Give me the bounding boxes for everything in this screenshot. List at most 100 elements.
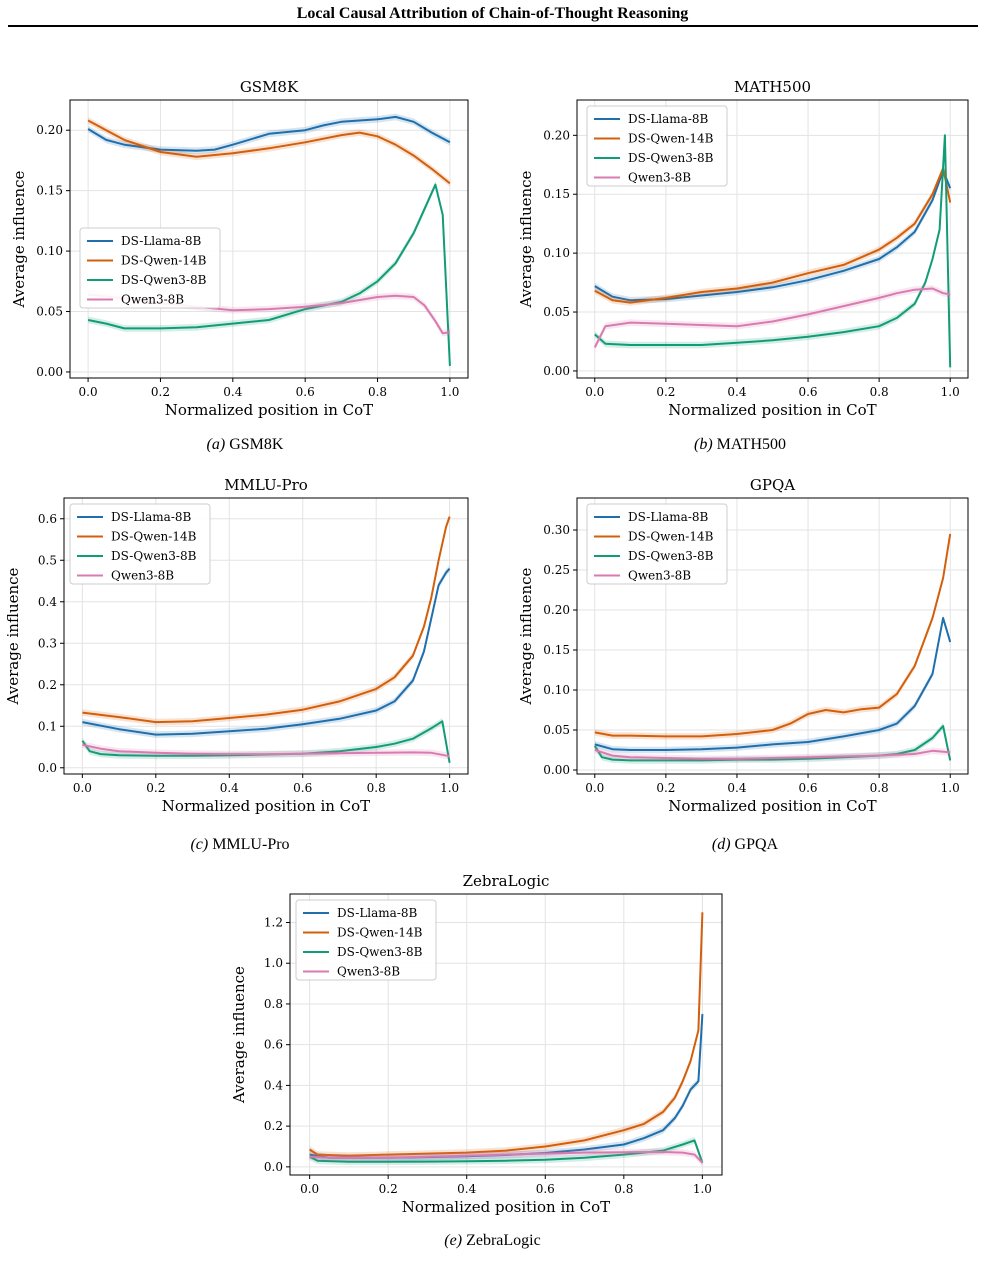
y-tick-label: 0.30 [543,523,570,537]
header-rule [8,25,978,27]
x-tick-label: 0.0 [585,385,604,399]
caption-label: (b) [694,436,713,453]
x-tick-label: 1.0 [440,781,459,795]
y-tick-label: 0.2 [38,678,57,692]
series-line-qwen3-8b [82,743,450,758]
chart-title: MATH500 [734,78,811,96]
x-tick-label: 0.6 [798,385,817,399]
x-axis-label: Normalized position in CoT [162,797,370,815]
plot-frame [289,893,723,1176]
legend-label: Qwen3-8B [628,569,691,583]
axis-ticks: 0.0 0.2 0.4 0.6 0.8 1.0 0.0 0.2 0.4 0.6 0.8 1.0 1.2 [264,916,712,1196]
x-tick-label: 0.2 [146,781,165,795]
plot-frame [576,497,969,775]
caption-text: MATH500 [716,436,786,453]
series-band-ds-qwen3-8b [594,722,951,764]
legend-label: DS-Llama-8B [628,112,709,126]
series-line-ds-llama-8b [594,169,952,302]
y-tick-label: 0.6 [264,1038,283,1052]
y-axis-label: Average influence [230,966,248,1104]
legend: DS-Llama-8B DS-Qwen-14B DS-Qwen3-8B Qwen3-8… [79,227,221,309]
caption-text: MMLU-Pro [212,836,290,853]
y-tick-label: 0.05 [543,723,570,737]
panel-gpqa: 0.0 0.2 0.4 0.6 0.8 1.0 0.00 0.05 0.10 0.15 0.20 0.… [495,468,985,858]
chart-math500: 0.0 0.2 0.4 0.6 0.8 1.0 0.00 0.05 0.10 0.15 0.20 MA… [517,78,969,419]
legend-label: DS-Qwen-14B [111,530,197,544]
panel-zebralogic: 0.0 0.2 0.4 0.6 0.8 1.0 0.0 0.2 0.4 0.6 0.8 1.0 1.2 Z… [230,868,740,1258]
plot-frame [63,497,469,775]
legend: DS-Llama-8B DS-Qwen-14B DS-Qwen3-8B Qwen3-8… [295,899,437,981]
chart-title: GSM8K [240,78,299,96]
x-tick-label: 1.0 [941,781,960,795]
chart-title: GPQA [750,476,795,494]
series-group [593,132,952,371]
chart-title: MMLU-Pro [224,476,308,494]
series-band-qwen3-8b [82,741,450,760]
y-tick-label: 0.15 [543,187,570,201]
y-tick-label: 0.00 [36,365,63,379]
x-tick-label: 1.0 [440,385,459,399]
y-axis-label: Average influence [4,567,22,705]
y-tick-label: 0.6 [38,512,57,526]
series-line-ds-qwen3-8b [87,183,451,366]
series-group [309,909,704,1167]
legend-label: DS-Llama-8B [337,906,418,920]
legend: DS-Llama-8B DS-Qwen-14B DS-Qwen3-8B Qwen3-8… [69,503,211,585]
legend-label: Qwen3-8B [628,171,691,185]
y-axis-label: Average influence [517,567,535,705]
plot-frame [576,99,969,379]
caption-label: (a) [206,436,226,453]
y-tick-label: 0.05 [543,305,570,319]
axis-ticks: 0.0 0.2 0.4 0.6 0.8 1.0 0.00 0.05 0.10 0.15 0.20 [543,128,959,399]
series-line-ds-qwen-14b [594,533,952,738]
x-tick-label: 0.4 [220,781,239,795]
x-tick-label: 1.0 [941,385,960,399]
legend-label: DS-Qwen3-8B [337,945,423,959]
x-axis-label: Normalized position in CoT [668,797,876,815]
axis-ticks: 0.0 0.2 0.4 0.6 0.8 1.0 0.00 0.05 0.10 0.15 0.20 0.… [543,523,959,795]
legend-label: DS-Llama-8B [628,510,709,524]
legend-box [586,105,728,187]
legend-label: Qwen3-8B [337,965,400,979]
x-tick-label: 0.2 [151,385,170,399]
caption-label: (d) [711,836,731,853]
y-tick-label: 0.2 [264,1119,283,1133]
caption-mmlu-pro: (c) MMLU-Pro [0,836,480,854]
series-line-ds-qwen3-8b [593,725,952,762]
x-tick-label: 0.0 [300,1182,319,1196]
y-tick-label: 0.0 [264,1160,283,1174]
y-tick-label: 1.2 [264,916,283,930]
y-tick-label: 0.10 [36,244,63,258]
legend-label: Qwen3-8B [121,293,184,307]
legend-box [79,227,221,309]
y-tick-label: 0.5 [38,553,57,567]
series-band-ds-qwen3-8b [594,132,951,371]
series-line-ds-qwen-14b [594,167,952,304]
chart-gpqa: 0.0 0.2 0.4 0.6 0.8 1.0 0.00 0.05 0.10 0.15 0.20 0.… [517,476,969,815]
legend-label: DS-Llama-8B [121,234,202,248]
legend-label: DS-Qwen3-8B [628,151,714,165]
caption-gsm8k: (a) GSM8K [0,436,490,454]
caption-text: GSM8K [229,436,284,453]
x-tick-label: 0.4 [223,385,242,399]
x-tick-label: 0.2 [379,1182,398,1196]
legend-box [586,503,728,585]
legend: DS-Llama-8B DS-Qwen-14B DS-Qwen3-8B Qwen3-8… [586,105,728,187]
series-line-qwen3-8b [594,749,951,760]
chart-mmlu-pro: 0.0 0.2 0.4 0.6 0.8 1.0 0.0 0.1 0.2 0.3 0.4 0.5 0.6 M… [4,476,469,815]
panel-math500: 0.0 0.2 0.4 0.6 0.8 1.0 0.00 0.05 0.10 0.15 0.20 MA… [495,70,985,453]
x-tick-label: 0.8 [367,781,386,795]
y-tick-label: 0.10 [543,246,570,260]
caption-text: GPQA [734,836,779,853]
caption-zebralogic: (e) ZebraLogic [250,1232,735,1250]
axis-ticks: 0.0 0.2 0.4 0.6 0.8 1.0 0.0 0.1 0.2 0.3 0.4 0.5 0.6 [38,512,459,795]
x-tick-label: 0.6 [293,781,312,795]
x-axis-label: Normalized position in CoT [668,401,876,419]
legend: DS-Llama-8B DS-Qwen-14B DS-Qwen3-8B Qwen3-8… [586,503,728,585]
caption-gpqa: (d) GPQA [495,836,985,854]
series-line-ds-llama-8b [82,567,451,736]
x-tick-label: 1.0 [693,1182,712,1196]
legend-box [295,899,437,981]
y-tick-label: 0.15 [36,184,63,198]
y-axis-label: Average influence [517,170,535,308]
